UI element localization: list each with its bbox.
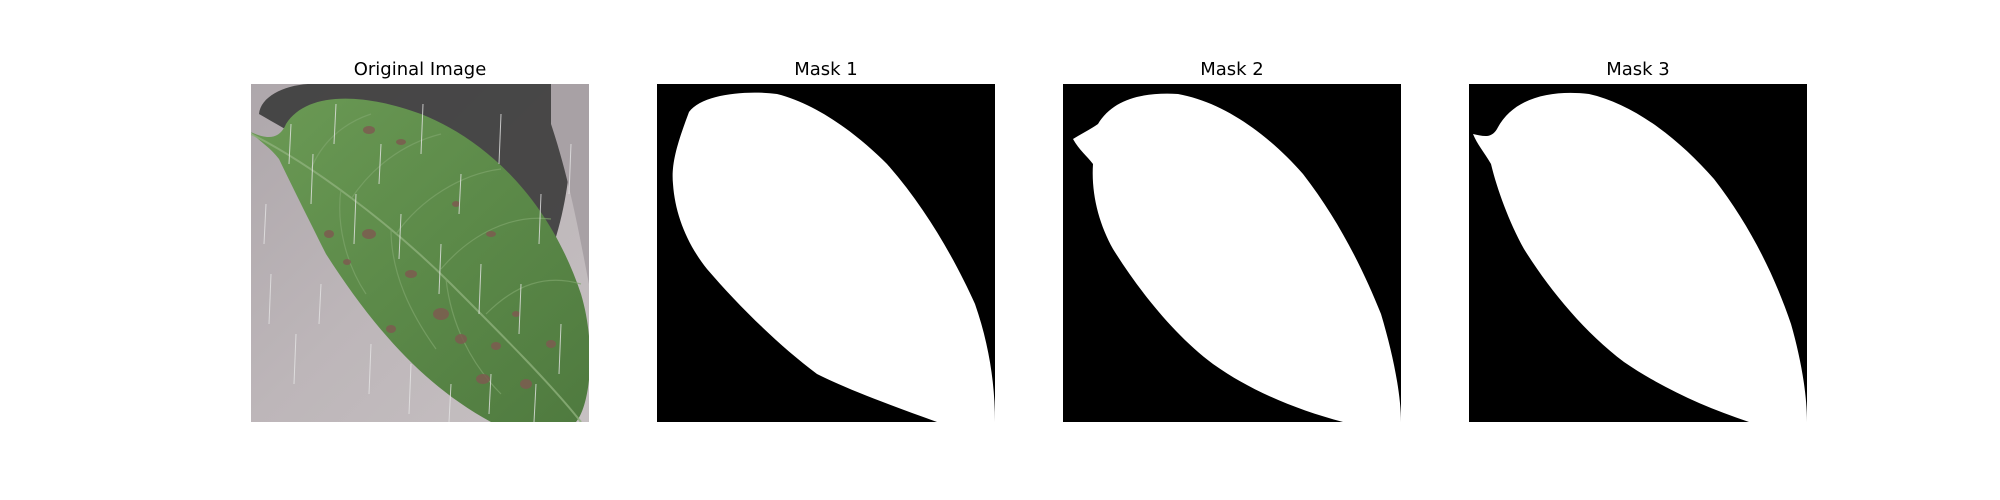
mask-3-panel: Mask 3 xyxy=(1469,60,1807,422)
leaf-lesions xyxy=(324,126,556,389)
mask-2-image xyxy=(1063,84,1401,422)
mask-2-panel: Mask 2 xyxy=(1063,60,1401,422)
mask-1-title: Mask 1 xyxy=(794,59,858,80)
mask-3-image xyxy=(1469,84,1807,422)
mask-3-region xyxy=(1473,92,1807,422)
leaf xyxy=(251,98,589,422)
rain-streaks xyxy=(263,103,572,422)
mask-2-title: Mask 2 xyxy=(1200,59,1264,80)
original-leaf-image xyxy=(251,84,589,422)
mask-3-title: Mask 3 xyxy=(1606,59,1670,80)
mask-1-panel: Mask 1 xyxy=(657,60,995,422)
mask-1-region xyxy=(672,92,995,422)
original-image-panel: Original Image xyxy=(251,60,589,422)
original-image-title: Original Image xyxy=(353,59,487,80)
mask-1-image xyxy=(657,84,995,422)
